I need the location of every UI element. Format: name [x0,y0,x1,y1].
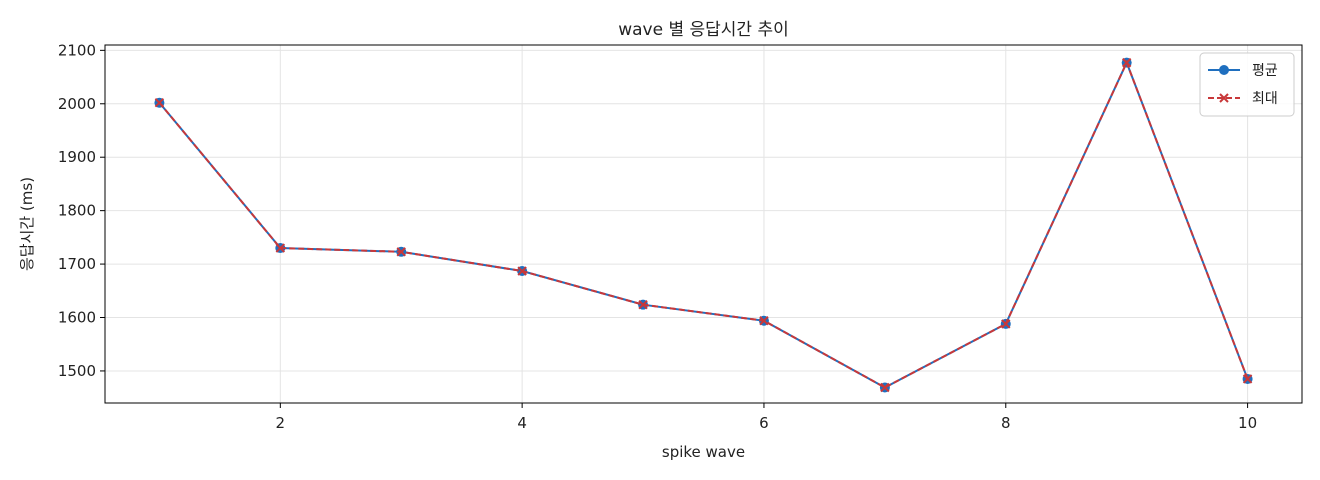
y-axis-title: 응답시간 (ms) [18,177,36,271]
legend-marker [1219,93,1229,103]
x-axis-title: spike wave [662,443,745,461]
legend-box [1199,52,1295,117]
x-tick-label: 2 [276,414,286,432]
series-layer [154,57,1253,393]
data-point [1121,57,1132,68]
y-tick-label: 2000 [58,95,96,113]
y-tick-label: 1500 [58,362,96,380]
y-tick-label: 2100 [58,41,96,59]
y-tick-label: 1600 [58,309,96,327]
legend-label: 평균 [1252,63,1278,79]
y-tick-label: 1700 [58,255,96,273]
data-point [154,98,165,108]
y-tick-label: 1800 [58,202,96,220]
legend-label: 최대 [1252,91,1278,107]
data-point [517,266,527,276]
plot-frame [104,44,1303,404]
data-point [638,299,648,310]
data-point [880,382,890,393]
data-point [759,316,769,326]
data-point [396,247,406,257]
data-point [1001,319,1011,329]
grid-layer [105,45,1302,403]
data-point [275,243,286,253]
legend-item: 평균 [1208,63,1278,79]
x-tick-label: 8 [1001,414,1011,432]
legend-marker [1219,65,1229,75]
x-tick-label: 4 [517,414,527,432]
chart-title: wave 별 응답시간 추이 [618,20,789,40]
data-point [1242,374,1253,384]
tick-layer: 2 4 6 8 10 1500 1600 1700 1800 1900 2000 2100 [58,41,1257,432]
legend-item: 최대 [1208,91,1278,107]
series-2 [154,57,1253,393]
series-line [158,60,1249,389]
y-tick-label: 1900 [58,148,96,166]
x-tick-label: 10 [1238,414,1257,432]
x-tick-label: 6 [759,414,769,432]
